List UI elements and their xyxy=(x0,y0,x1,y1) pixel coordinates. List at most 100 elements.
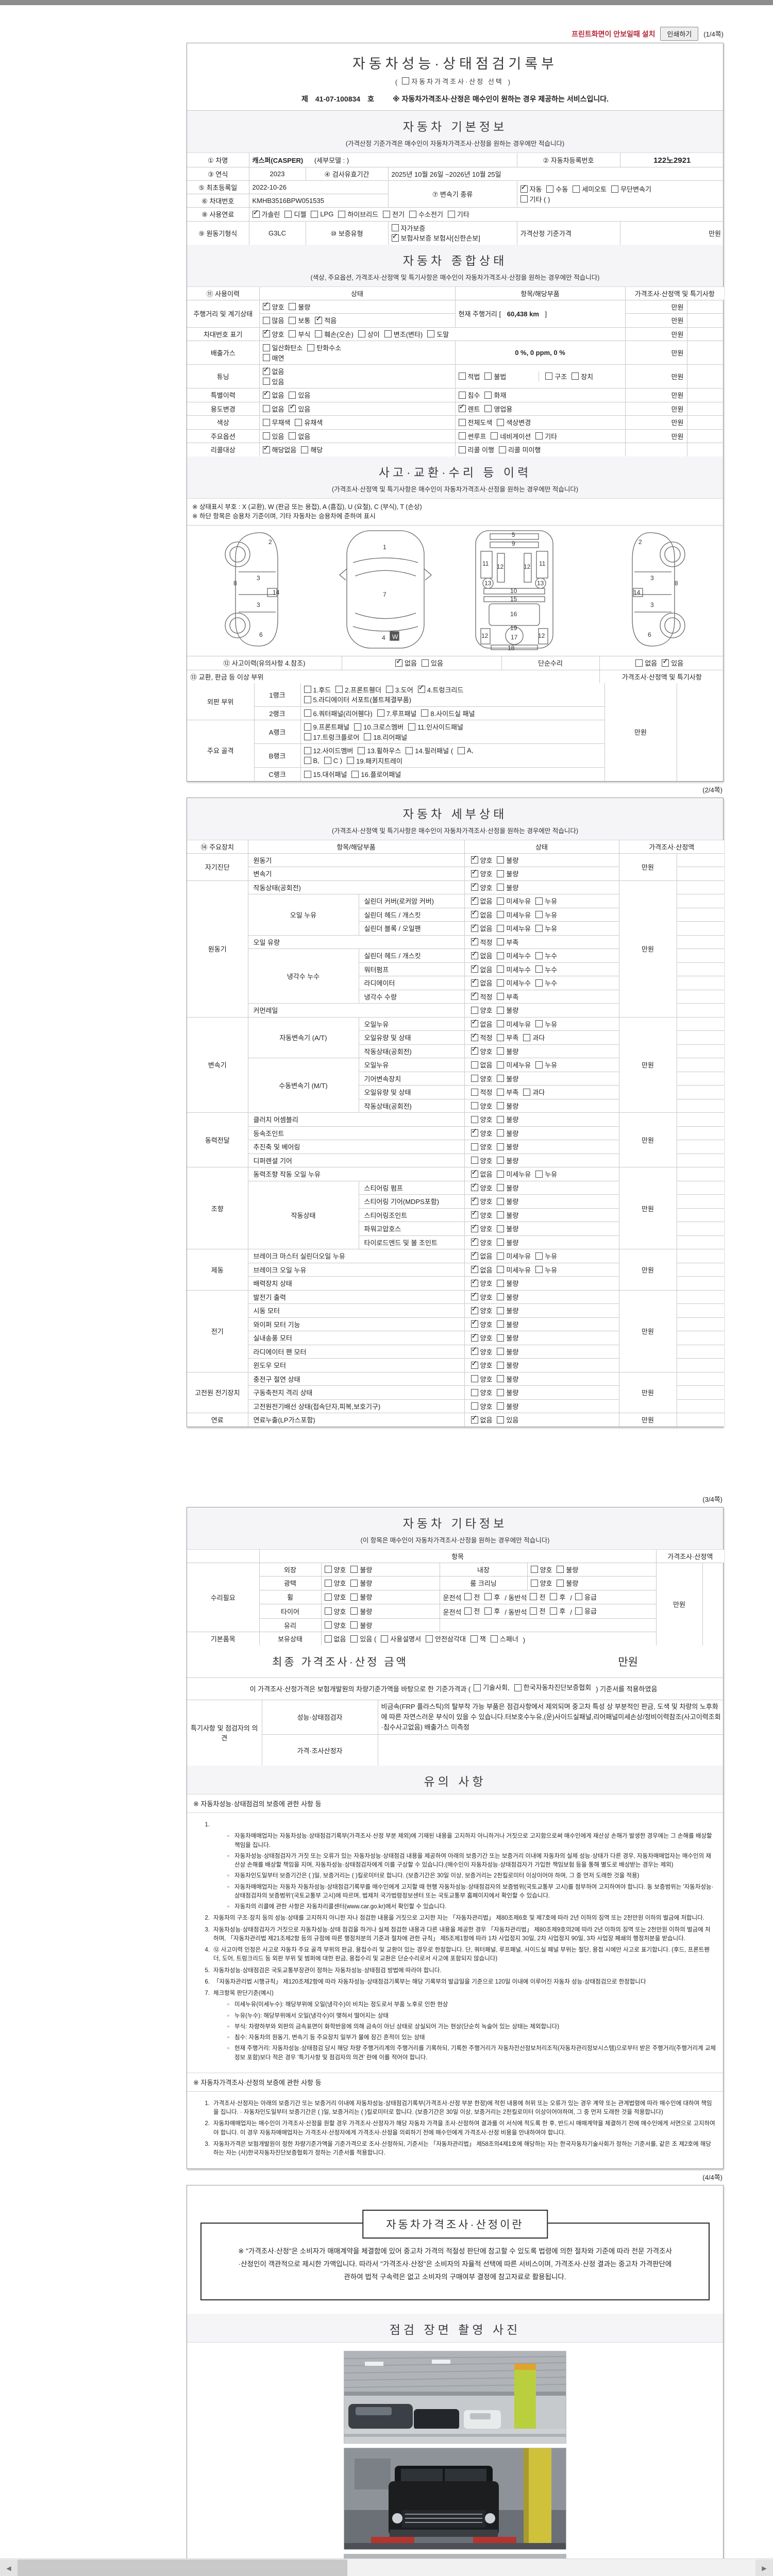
checkbox[interactable] xyxy=(262,389,270,399)
checkbox[interactable] xyxy=(470,1414,478,1423)
checkbox[interactable] xyxy=(289,402,296,412)
checkbox[interactable] xyxy=(490,1635,498,1642)
checkbox[interactable] xyxy=(470,1031,478,1041)
checkbox[interactable] xyxy=(520,183,528,193)
checkbox[interactable] xyxy=(530,1607,537,1615)
checkbox[interactable] xyxy=(470,963,478,973)
checkbox[interactable] xyxy=(470,1359,478,1369)
checkbox[interactable] xyxy=(470,1045,478,1055)
checkbox[interactable] xyxy=(347,757,355,764)
checkbox[interactable] xyxy=(458,446,466,453)
checkbox[interactable] xyxy=(575,1593,582,1600)
checkbox[interactable] xyxy=(421,709,429,717)
checkbox[interactable] xyxy=(464,1593,472,1600)
checkbox[interactable] xyxy=(635,659,643,667)
checkbox[interactable] xyxy=(350,1635,358,1642)
checkbox[interactable] xyxy=(324,1593,332,1601)
checkbox[interactable] xyxy=(497,1143,505,1150)
checkbox[interactable] xyxy=(470,1143,478,1150)
checkbox[interactable] xyxy=(304,686,311,693)
checkbox[interactable] xyxy=(535,952,543,959)
checkbox[interactable] xyxy=(470,908,478,918)
checkbox[interactable] xyxy=(497,1252,505,1260)
checkbox[interactable] xyxy=(535,924,543,932)
checkbox[interactable] xyxy=(406,747,413,754)
checkbox[interactable] xyxy=(497,1239,505,1246)
checkbox[interactable] xyxy=(307,344,315,351)
checkbox[interactable] xyxy=(351,770,359,778)
checkbox[interactable] xyxy=(470,1263,478,1273)
checkbox[interactable] xyxy=(497,1348,505,1355)
checkbox[interactable] xyxy=(497,1033,505,1041)
scroll-left-arrow[interactable]: ◀ xyxy=(0,2560,18,2576)
checkbox[interactable] xyxy=(530,1593,537,1600)
checkbox[interactable] xyxy=(262,316,270,324)
checkbox[interactable] xyxy=(497,1266,505,1273)
checkbox[interactable] xyxy=(535,897,543,905)
checkbox[interactable] xyxy=(497,1375,505,1382)
checkbox[interactable] xyxy=(409,210,417,218)
checkbox[interactable] xyxy=(497,1115,505,1123)
checkbox[interactable] xyxy=(358,747,365,754)
checkbox[interactable] xyxy=(545,372,553,380)
checkbox[interactable] xyxy=(289,432,296,439)
checkbox[interactable] xyxy=(546,185,554,193)
checkbox[interactable] xyxy=(324,1621,332,1629)
checkbox[interactable] xyxy=(497,1102,505,1109)
checkbox[interactable] xyxy=(377,709,384,717)
checkbox[interactable] xyxy=(497,870,505,877)
checkbox[interactable] xyxy=(491,432,498,439)
checkbox[interactable] xyxy=(497,1184,505,1191)
checkbox[interactable] xyxy=(262,405,270,412)
checkbox[interactable] xyxy=(470,1375,478,1382)
checkbox[interactable] xyxy=(497,1006,505,1014)
checkbox[interactable] xyxy=(350,1593,358,1601)
checkbox[interactable] xyxy=(497,1307,505,1314)
checkbox[interactable] xyxy=(550,1593,558,1600)
checkbox[interactable] xyxy=(364,733,372,740)
checkbox[interactable] xyxy=(324,757,331,764)
checkbox[interactable] xyxy=(470,1304,478,1314)
checkbox[interactable] xyxy=(497,1361,505,1369)
checkbox[interactable] xyxy=(497,979,505,987)
checkbox[interactable] xyxy=(470,1061,478,1069)
checkbox[interactable] xyxy=(514,1684,522,1691)
checkbox[interactable] xyxy=(458,402,466,412)
checkbox[interactable] xyxy=(408,723,416,731)
checkbox[interactable] xyxy=(350,1579,358,1587)
checkbox[interactable] xyxy=(497,1075,505,1082)
checkbox[interactable] xyxy=(324,1607,332,1615)
checkbox[interactable] xyxy=(315,314,323,324)
checkbox[interactable] xyxy=(458,372,466,380)
checkbox[interactable] xyxy=(301,446,309,453)
checkbox[interactable] xyxy=(262,444,270,453)
checkbox[interactable] xyxy=(381,1635,389,1642)
checkbox[interactable] xyxy=(557,1579,564,1587)
checkbox[interactable] xyxy=(464,1607,472,1615)
checkbox[interactable] xyxy=(422,659,429,667)
checkbox[interactable] xyxy=(470,1332,478,1342)
checkbox[interactable] xyxy=(470,868,478,877)
checkbox[interactable] xyxy=(575,1607,582,1615)
checkbox[interactable] xyxy=(535,432,543,439)
checkbox[interactable] xyxy=(402,77,410,84)
checkbox[interactable] xyxy=(458,432,466,439)
checkbox[interactable] xyxy=(497,1061,505,1069)
checkbox[interactable] xyxy=(474,1684,481,1691)
checkbox[interactable] xyxy=(497,1170,505,1178)
checkbox[interactable] xyxy=(497,1279,505,1287)
checkbox[interactable] xyxy=(470,854,478,863)
checkbox[interactable] xyxy=(470,1075,478,1082)
checkbox[interactable] xyxy=(497,1388,505,1396)
checkbox[interactable] xyxy=(497,897,505,905)
checkbox[interactable] xyxy=(484,391,492,399)
checkbox[interactable] xyxy=(470,1195,478,1205)
checkbox[interactable] xyxy=(289,303,296,310)
checkbox[interactable] xyxy=(550,1607,558,1615)
checkbox[interactable] xyxy=(447,210,455,218)
checkbox[interactable] xyxy=(470,1209,478,1218)
checkbox[interactable] xyxy=(470,922,478,932)
checkbox[interactable] xyxy=(484,1593,492,1600)
checkbox[interactable] xyxy=(338,210,346,218)
checkbox[interactable] xyxy=(470,895,478,905)
